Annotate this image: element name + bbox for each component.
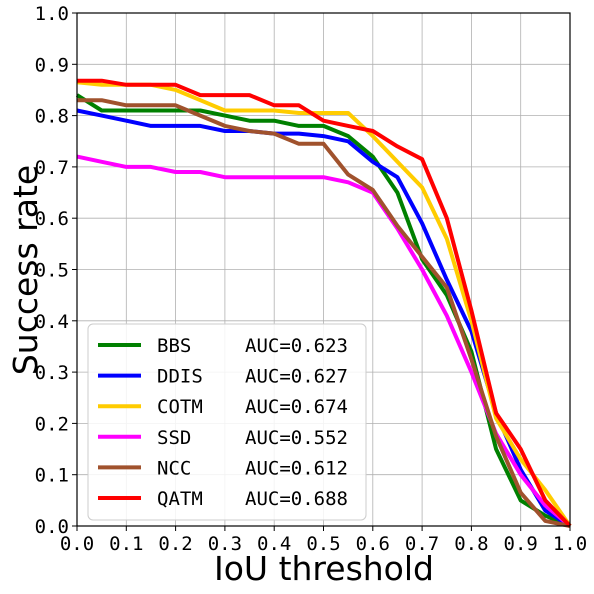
x-tick-label: 0.5: [306, 533, 340, 555]
legend-label-bbs: BBS: [157, 335, 191, 357]
y-tick-label: 0.7: [35, 157, 69, 179]
y-tick-label: 1.0: [35, 3, 69, 25]
x-tick-label: 0.0: [60, 533, 94, 555]
legend: BBS AUC=0.623 DDIS AUC=0.627 COTM AUC=0.674 SS…: [87, 323, 367, 521]
x-tick-label: 0.2: [158, 533, 192, 555]
axes-layer: [72, 12, 571, 531]
y-tick-label: 0.5: [35, 260, 69, 282]
legend-auc-bbs: AUC=0.623: [245, 335, 348, 357]
y-tick-label: 0.3: [35, 362, 69, 384]
y-tick-label: 0.4: [35, 311, 69, 333]
y-tick-label: 0.0: [35, 516, 69, 538]
series-line-ncc: [77, 98, 571, 528]
tick-label-layer: 0.0 0.1 0.2 0.3 0.4 0.5 0.6 0.7 0.8 0.9 1.0 0.0 0.1 0…: [35, 3, 587, 555]
y-tick-label: 0.9: [35, 54, 69, 76]
x-tick-label: 0.9: [504, 533, 538, 555]
x-tick-label: 0.7: [405, 533, 439, 555]
y-tick-label: 0.2: [35, 413, 69, 435]
y-axis-title: Success rate: [6, 165, 45, 375]
x-tick-label: 0.1: [109, 533, 143, 555]
legend-label-cotm: COTM: [157, 396, 203, 418]
legend-auc-cotm: AUC=0.674: [245, 396, 348, 418]
series-line-qatm: [77, 78, 572, 528]
y-tick-label: 0.8: [35, 106, 69, 128]
y-tick-label: 0.1: [35, 465, 69, 487]
legend-auc-qatm: AUC=0.688: [245, 488, 348, 510]
y-tick-label: 0.6: [35, 208, 69, 230]
legend-label-ncc: NCC: [157, 457, 191, 479]
legend-box: [87, 323, 367, 521]
legend-label-ssd: SSD: [157, 427, 191, 449]
x-axis-title: IoU threshold: [214, 549, 434, 588]
legend-label-qatm: QATM: [157, 488, 203, 510]
x-tick-label: 0.6: [356, 533, 390, 555]
legend-label-ddis: DDIS: [157, 366, 203, 388]
x-tick-label: 0.8: [454, 533, 488, 555]
legend-auc-ncc: AUC=0.612: [245, 457, 348, 479]
x-tick-label: 0.3: [208, 533, 242, 555]
x-tick-label: 0.4: [257, 533, 291, 555]
plot-frame: [76, 12, 571, 527]
series-layer: [75, 78, 572, 528]
legend-auc-ssd: AUC=0.552: [245, 427, 348, 449]
x-tick-label: 1.0: [553, 533, 587, 555]
legend-auc-ddis: AUC=0.627: [245, 366, 348, 388]
